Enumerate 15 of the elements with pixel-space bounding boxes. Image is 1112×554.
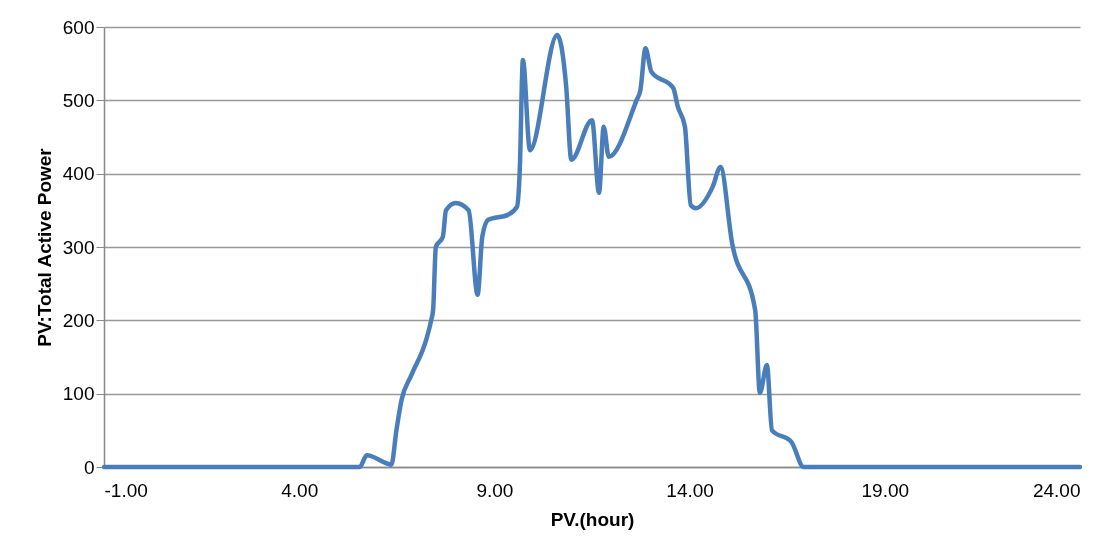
y-tick-label: 600 — [62, 16, 95, 38]
x-tick-label: 19.00 — [861, 479, 910, 501]
y-tick-label: 300 — [62, 236, 95, 258]
y-tick-label: 500 — [62, 89, 95, 111]
x-tick-label: 24.00 — [1032, 479, 1081, 501]
y-tick-label: 200 — [62, 309, 95, 331]
x-tick-label: 9.00 — [476, 479, 514, 501]
y-tick-label: 100 — [62, 383, 95, 405]
x-axis-title: PV.(hour) — [550, 508, 635, 530]
y-tick-label: 0 — [83, 456, 95, 478]
y-tick-label: 400 — [62, 163, 95, 185]
x-tick-label: 4.00 — [281, 479, 319, 501]
y-axis-title: PV:Total Active Power — [33, 147, 55, 347]
x-tick-label: -1.00 — [104, 479, 148, 501]
x-tick-label: 14.00 — [666, 479, 714, 501]
